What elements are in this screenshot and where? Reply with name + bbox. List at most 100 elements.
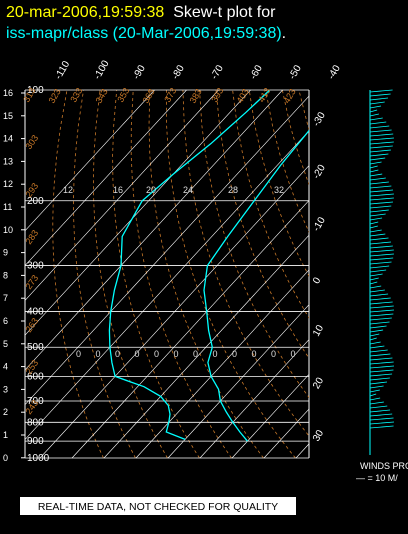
temperature-tick-label: -80 bbox=[170, 63, 187, 81]
wet-bulb-label: 0 bbox=[232, 349, 237, 359]
wind-barb bbox=[369, 281, 378, 285]
title-period: . bbox=[281, 25, 287, 42]
wind-barb bbox=[369, 277, 379, 281]
dry-adiabat-label: 303 bbox=[23, 133, 40, 151]
dry-adiabat-label: 393 bbox=[209, 86, 225, 104]
temperature-right-tick-label: -30 bbox=[311, 110, 328, 128]
wet-bulb-label: 0 bbox=[115, 349, 120, 359]
wind-barb bbox=[369, 397, 381, 401]
height-tick-label: 14 bbox=[3, 134, 13, 144]
mixing-ratio-label: 32 bbox=[274, 185, 284, 195]
wet-bulb-label: 0 bbox=[154, 349, 159, 359]
mixing-ratio-label: 24 bbox=[183, 185, 193, 195]
wind-barb bbox=[369, 193, 394, 197]
pressure-tick-label: 500 bbox=[27, 342, 44, 353]
temperature-right-tick-label: 10 bbox=[311, 323, 326, 339]
wet-bulb-label: 0 bbox=[96, 349, 101, 359]
wind-barb bbox=[369, 109, 378, 113]
wind-barb bbox=[369, 97, 389, 101]
winds-profile-legend: — = 10 M/ bbox=[356, 473, 398, 483]
height-tick-label: 3 bbox=[3, 384, 8, 394]
height-tick-label: 7 bbox=[3, 293, 8, 303]
isotherm bbox=[199, 339, 309, 459]
dry-adiabat-label: 353 bbox=[115, 86, 131, 104]
title-plot-label: Skew-t plot for bbox=[173, 4, 276, 21]
wind-barb bbox=[369, 417, 394, 421]
wind-barb bbox=[369, 209, 389, 213]
pressure-tick-label: 300 bbox=[27, 261, 44, 272]
dry-adiabat bbox=[112, 89, 200, 459]
wind-barb bbox=[369, 245, 393, 249]
temperature-tick-label: -110 bbox=[53, 59, 72, 82]
wind-barb bbox=[369, 93, 391, 97]
wind-barb bbox=[369, 301, 393, 305]
dry-adiabat-label: 413 bbox=[256, 86, 272, 104]
wind-barb bbox=[369, 357, 393, 361]
wind-barb bbox=[369, 221, 379, 225]
wind-barb bbox=[369, 365, 395, 369]
wet-bulb-label: 0 bbox=[291, 349, 296, 359]
wind-barb bbox=[369, 181, 389, 185]
isotherm bbox=[263, 408, 309, 459]
wind-barb bbox=[369, 413, 393, 417]
wind-barb bbox=[369, 153, 389, 157]
mixing-ratio-label: 28 bbox=[228, 185, 238, 195]
pressure-tick-label: 200 bbox=[27, 196, 44, 207]
wind-barb bbox=[369, 377, 390, 381]
wind-barb bbox=[369, 361, 394, 365]
wind-barb bbox=[369, 129, 392, 133]
wet-bulb-label: 0 bbox=[174, 349, 179, 359]
height-tick-label: 6 bbox=[3, 316, 8, 326]
height-tick-label: 15 bbox=[3, 111, 13, 121]
temperature-right-tick-label: 30 bbox=[311, 428, 326, 444]
wind-barb bbox=[369, 253, 394, 257]
pressure-tick-label: 100 bbox=[27, 85, 44, 96]
temperature-right-tick-label: 0 bbox=[311, 275, 324, 286]
height-tick-label: 10 bbox=[3, 225, 13, 235]
isotherm bbox=[25, 89, 219, 301]
title-station: iss-mapr/class (20-Mar-2006,19:59:38) bbox=[6, 25, 282, 42]
height-tick-label: 13 bbox=[3, 156, 13, 166]
dry-adiabat-label: 273 bbox=[23, 273, 40, 291]
wind-barb bbox=[369, 269, 387, 273]
dry-adiabat-label: 283 bbox=[23, 228, 40, 246]
chart-labels: 1002003004005006007008009001000161514131… bbox=[3, 58, 343, 464]
wind-barb bbox=[369, 409, 391, 413]
wind-barb bbox=[369, 89, 393, 93]
wind-barb bbox=[369, 265, 390, 269]
wind-barb bbox=[369, 349, 388, 353]
temperature-right-tick-label: -10 bbox=[311, 215, 328, 233]
wind-barb bbox=[369, 237, 389, 241]
dry-adiabats bbox=[52, 89, 309, 459]
temperature-tick-label: -100 bbox=[92, 58, 112, 81]
height-tick-label: 16 bbox=[3, 88, 13, 98]
height-tick-label: 1 bbox=[3, 430, 8, 440]
wind-barb bbox=[369, 133, 394, 137]
temperature-tick-label: -40 bbox=[326, 63, 343, 81]
height-tick-label: 5 bbox=[3, 339, 8, 349]
isotherm bbox=[25, 89, 187, 267]
series-temperature bbox=[203, 129, 309, 442]
wind-barb bbox=[369, 105, 382, 109]
dry-adiabat bbox=[281, 89, 309, 185]
wind-barb bbox=[369, 113, 379, 117]
dry-adiabat bbox=[92, 89, 168, 459]
wind-barb bbox=[369, 197, 394, 201]
winds-profile-title: WINDS PROFILE bbox=[360, 461, 408, 471]
wind-barb bbox=[369, 285, 382, 289]
wet-bulb-label: 0 bbox=[252, 349, 257, 359]
wind-barb bbox=[369, 421, 395, 425]
dry-adiabat bbox=[52, 89, 104, 459]
wind-barb bbox=[369, 249, 394, 253]
isotherm bbox=[135, 269, 309, 459]
wind-barb bbox=[369, 217, 383, 221]
dry-adiabat bbox=[148, 89, 264, 459]
title-line-1: 20-mar-2006,19:59:38 Skew-t plot for bbox=[6, 3, 275, 23]
wind-barb bbox=[369, 405, 388, 409]
mixing-ratio-label: 12 bbox=[63, 185, 73, 195]
height-tick-label: 0 bbox=[3, 453, 8, 463]
quality-disclaimer: REAL-TIME DATA, NOT CHECKED FOR QUALITY bbox=[19, 496, 297, 516]
wind-barb bbox=[369, 321, 390, 325]
wind-barb bbox=[369, 381, 388, 385]
